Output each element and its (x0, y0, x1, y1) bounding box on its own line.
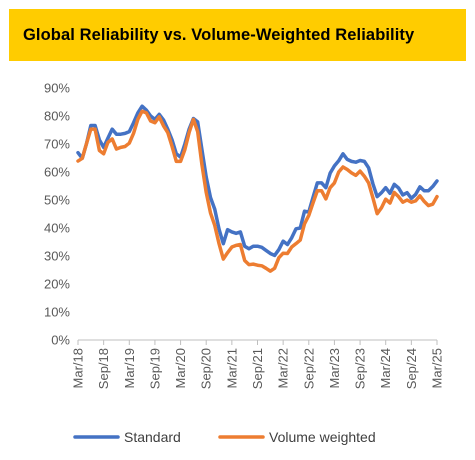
x-tick-label: Sep/23 (353, 348, 368, 389)
x-tick-label: Sep/18 (96, 348, 111, 389)
y-tick-label: 60% (44, 165, 70, 180)
series-line-volume-weighted (76, 109, 439, 273)
x-tick-label: Mar/25 (430, 348, 445, 388)
title-bar: Global Reliability vs. Volume-Weighted R… (9, 9, 466, 61)
chart-title: Global Reliability vs. Volume-Weighted R… (23, 25, 415, 44)
y-tick-label: 70% (44, 137, 70, 152)
y-tick-label: 0% (51, 333, 70, 348)
series-line-standard (76, 104, 439, 258)
y-tick-label: 20% (44, 277, 70, 292)
x-tick-label: Mar/19 (122, 348, 137, 388)
y-tick-label: 10% (44, 305, 70, 320)
x-tick-label: Sep/22 (301, 348, 316, 389)
y-tick-label: 40% (44, 221, 70, 236)
x-tick-label: Sep/19 (147, 348, 162, 389)
legend-label: Standard (124, 429, 181, 445)
y-tick-label: 30% (44, 249, 70, 264)
x-tick-label: Sep/20 (199, 348, 214, 389)
x-tick-label: Mar/18 (71, 348, 86, 388)
x-tick-label: Mar/21 (224, 348, 239, 388)
x-tick-label: Sep/24 (404, 348, 419, 389)
y-tick-label: 50% (44, 193, 70, 208)
x-tick-label: Mar/20 (173, 348, 188, 388)
x-tick-label: Mar/23 (327, 348, 342, 388)
x-tick-label: Sep/21 (250, 348, 265, 389)
x-tick-label: Mar/24 (378, 348, 393, 388)
x-tick-label: Mar/22 (276, 348, 291, 388)
y-tick-label: 90% (44, 81, 70, 96)
legend-label: Volume weighted (269, 429, 376, 445)
y-tick-label: 80% (44, 109, 70, 124)
